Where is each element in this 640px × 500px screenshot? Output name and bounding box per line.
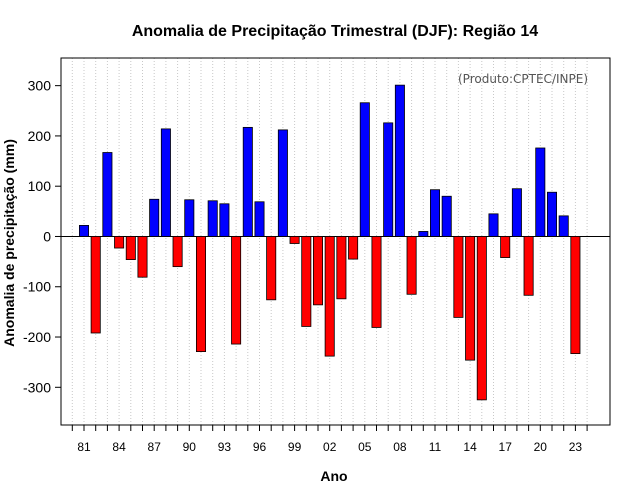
credit-label: (Produto:CPTEC/INPE) [458, 72, 588, 86]
y-axis-ticks: -300 -200 -100 0 100 200 300 [23, 78, 61, 395]
x-axis-label: Ano [320, 468, 347, 484]
bar-1999 [289, 236, 300, 244]
y-axis-label: Anomalia de precipitação (mm) [1, 139, 17, 347]
bar-2021 [547, 191, 558, 237]
x-tick-label: 14 [463, 440, 477, 454]
bar-1987 [149, 198, 160, 237]
bar-2023 [570, 236, 581, 355]
bar-2004 [348, 236, 359, 260]
y-tick-label: 100 [28, 178, 52, 194]
x-tick-label: 11 [429, 440, 442, 454]
x-tick-label: 17 [499, 440, 513, 454]
bar-1989 [172, 236, 183, 268]
y-tick-label: -200 [23, 329, 51, 345]
bar-1981 [79, 225, 90, 237]
bar-2012 [441, 195, 452, 237]
bar-2006 [371, 236, 382, 328]
y-tick-label: 300 [28, 78, 52, 94]
bar-1986 [137, 236, 148, 278]
bar-1985 [125, 236, 136, 260]
x-tick-label: 81 [77, 440, 91, 454]
x-tick-label: 90 [183, 440, 197, 454]
bar-2022 [558, 215, 569, 237]
x-tick-label: 96 [253, 440, 267, 454]
bar-1994 [231, 236, 242, 345]
bar-2018 [511, 188, 522, 237]
x-tick-label: 20 [534, 440, 548, 454]
x-tick-label: 23 [569, 440, 583, 454]
bar-2002 [324, 236, 335, 357]
bar-2001 [312, 236, 323, 306]
bar-2007 [383, 122, 394, 237]
y-tick-label: -100 [23, 279, 51, 295]
bar-2017 [500, 236, 511, 258]
x-tick-label: 87 [148, 440, 162, 454]
bar-2013 [453, 236, 464, 318]
x-tick-label: 08 [393, 440, 407, 454]
bar-2005 [359, 102, 370, 237]
bar-2014 [465, 236, 476, 361]
x-tick-label: 05 [358, 440, 372, 454]
x-tick-label: 02 [323, 440, 337, 454]
x-tick-label: 93 [218, 440, 232, 454]
bar-2008 [394, 84, 405, 237]
bar-2016 [488, 213, 499, 237]
y-tick-label: -300 [23, 379, 51, 395]
plot-frame [60, 57, 611, 426]
chart-title: Anomalia de Precipitação Trimestral (DJF… [132, 23, 538, 40]
y-tick-label: 200 [28, 128, 52, 144]
bars [79, 84, 581, 401]
bar-1984 [114, 236, 125, 249]
bar-1983 [102, 152, 113, 237]
bar-1997 [266, 236, 277, 301]
bar-1992 [207, 200, 218, 237]
bar-1993 [219, 203, 230, 237]
bar-2020 [535, 147, 546, 237]
bar-1996 [254, 201, 265, 237]
bar-2009 [406, 236, 417, 295]
bar-1990 [184, 199, 195, 237]
x-tick-label: 99 [288, 440, 302, 454]
x-tick-label: 84 [112, 440, 126, 454]
bar-2015 [476, 236, 487, 401]
bar-2011 [429, 189, 440, 237]
bar-1998 [277, 129, 288, 237]
bar-2003 [336, 236, 347, 300]
x-axis-ticks: 81 84 87 90 93 96 99 02 05 08 11 14 17 20 23 [71, 425, 588, 454]
bar-1982 [90, 236, 101, 334]
bar-1988 [160, 128, 171, 237]
bar-1991 [195, 236, 206, 352]
bar-2010 [418, 231, 429, 237]
bar-2019 [523, 236, 534, 296]
bar-1995 [242, 126, 253, 237]
bar-2000 [301, 236, 312, 327]
y-tick-label: 0 [43, 228, 51, 244]
